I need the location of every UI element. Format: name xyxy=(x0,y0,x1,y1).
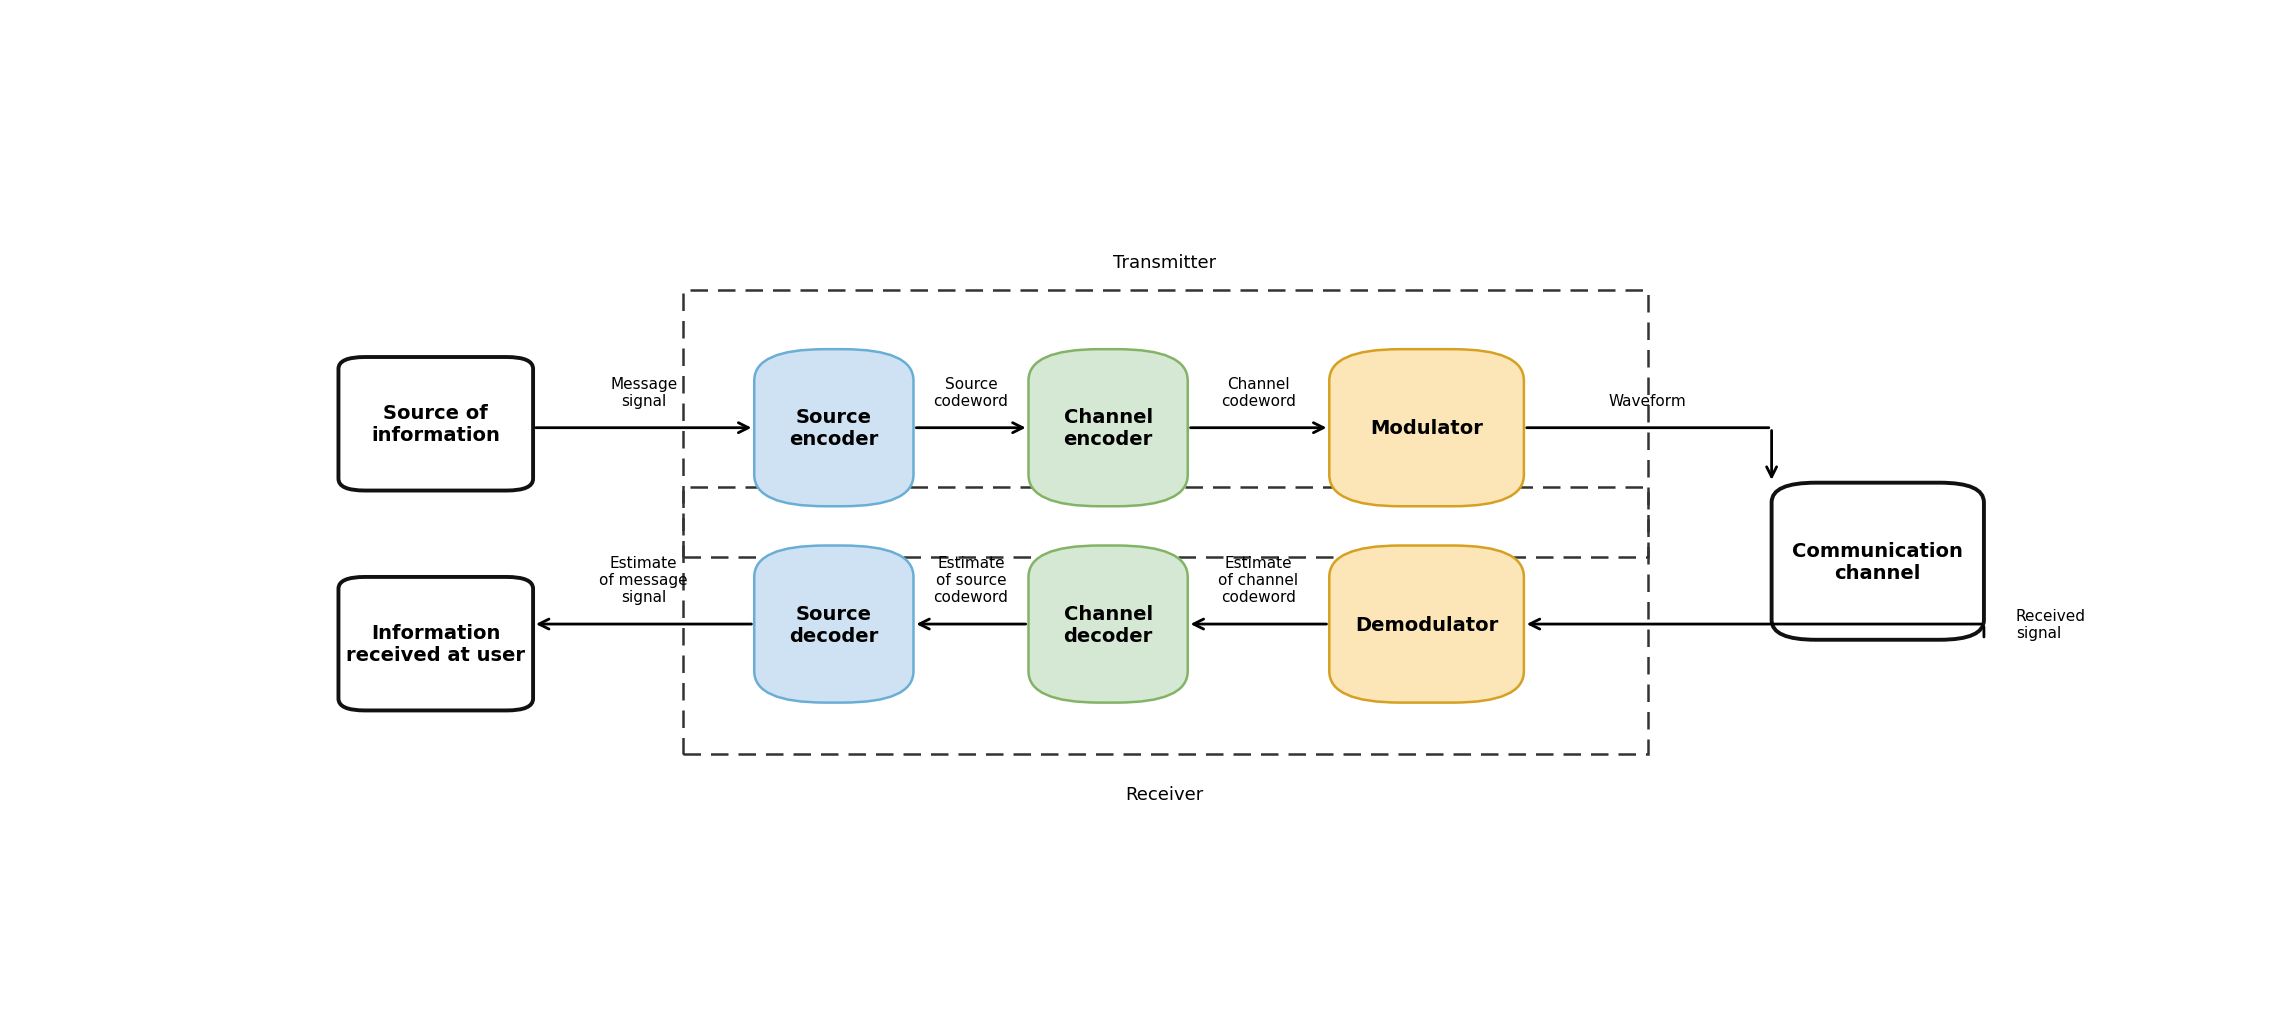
FancyBboxPatch shape xyxy=(338,578,534,711)
Text: Source
codeword: Source codeword xyxy=(934,376,1009,409)
Text: Communication
channel: Communication channel xyxy=(1792,541,1963,582)
Text: Modulator: Modulator xyxy=(1370,419,1484,438)
Text: Estimate
of message
signal: Estimate of message signal xyxy=(600,555,687,605)
FancyBboxPatch shape xyxy=(1027,546,1187,703)
Text: Received
signal: Received signal xyxy=(2016,608,2087,641)
Text: Demodulator: Demodulator xyxy=(1356,614,1498,634)
Text: Channel
encoder: Channel encoder xyxy=(1064,408,1153,448)
Bar xyxy=(683,291,1648,557)
FancyBboxPatch shape xyxy=(1772,483,1984,640)
Text: Channel
decoder: Channel decoder xyxy=(1064,604,1153,645)
Text: Source
encoder: Source encoder xyxy=(790,408,879,448)
FancyBboxPatch shape xyxy=(338,358,534,491)
Text: Channel
codeword: Channel codeword xyxy=(1221,376,1297,409)
Bar xyxy=(683,487,1648,754)
Text: Estimate
of source
codeword: Estimate of source codeword xyxy=(934,555,1009,605)
FancyBboxPatch shape xyxy=(1027,350,1187,506)
Text: Source
decoder: Source decoder xyxy=(790,604,879,645)
Text: Message
signal: Message signal xyxy=(610,376,678,409)
FancyBboxPatch shape xyxy=(1329,350,1525,506)
FancyBboxPatch shape xyxy=(753,546,913,703)
Text: Transmitter: Transmitter xyxy=(1114,254,1217,271)
Text: Information
received at user: Information received at user xyxy=(347,624,525,664)
FancyBboxPatch shape xyxy=(753,350,913,506)
Text: Receiver: Receiver xyxy=(1126,786,1203,803)
Text: Source of
information: Source of information xyxy=(372,404,500,445)
Text: Waveform: Waveform xyxy=(1610,393,1687,409)
FancyBboxPatch shape xyxy=(1329,546,1525,703)
Text: Estimate
of channel
codeword: Estimate of channel codeword xyxy=(1219,555,1299,605)
